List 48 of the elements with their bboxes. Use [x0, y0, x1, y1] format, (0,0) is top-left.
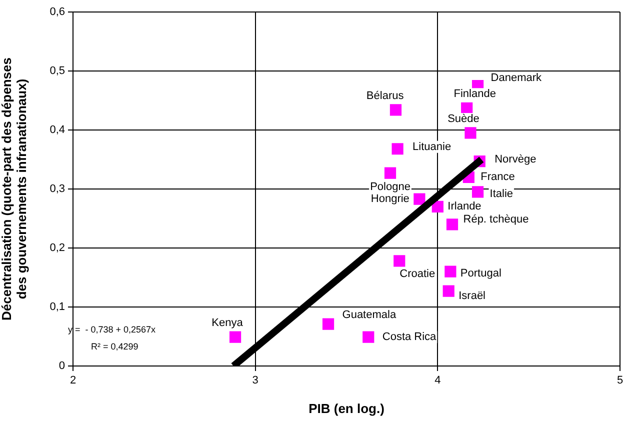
annotation: R² = 0,4299 [91, 341, 138, 352]
annotation: y = - 0,738 + 0,2567x [68, 324, 156, 334]
annotation: Rép. tchèque [463, 213, 529, 226]
annotation: Danemark [490, 72, 542, 84]
point [390, 104, 402, 116]
annotation: Kenya [212, 317, 244, 330]
annotation: Guatemala [342, 309, 397, 322]
y-axis-title: Décentralisation (quote-part des dépenses des gouvernements infranationaux) [0, 58, 30, 320]
annotation: Irlande [448, 200, 482, 213]
y-tick-label: 0,5 [50, 65, 65, 78]
annotation: Norvège [494, 153, 536, 166]
point [461, 102, 473, 114]
annotation: Suède [448, 112, 480, 125]
point [322, 318, 334, 330]
y-tick-label: 0,4 [50, 124, 65, 136]
annotation: Israël [458, 290, 486, 302]
point [392, 143, 404, 155]
point [442, 285, 454, 297]
annotation: Croatie [400, 268, 436, 280]
point [414, 193, 426, 205]
annotation: Finlande [454, 88, 496, 100]
point [464, 127, 476, 139]
annotation: France [480, 171, 515, 184]
x-tick-label: 4 [434, 374, 441, 387]
annotation: Pologne [370, 181, 410, 194]
x-axis-title: PIB (en log.) [308, 400, 384, 416]
y-tick-label: 0,2 [50, 242, 65, 254]
annotation: Bélarus [366, 90, 404, 102]
annotation: Costa Rica [382, 331, 438, 344]
x-tick-label: 2 [70, 374, 76, 387]
point [229, 331, 242, 343]
x-tick-label: 5 [616, 374, 624, 387]
point [384, 167, 396, 179]
annotation: Hongrie [370, 193, 410, 206]
annotation: Portugal [460, 268, 502, 280]
point [394, 255, 406, 267]
y-tick-label: 0,6 [50, 6, 65, 18]
point [432, 200, 444, 213]
y-tick-label: 0,3 [50, 183, 65, 196]
y-tick-label: 0,1 [50, 301, 65, 314]
annotation: Lituanie [412, 140, 452, 153]
x-tick-label: 3 [252, 374, 258, 387]
y-tick-label: 0 [58, 360, 65, 372]
point [446, 218, 458, 230]
point [444, 266, 456, 278]
point [362, 331, 374, 343]
annotation: Italie [490, 188, 514, 200]
point [472, 186, 484, 198]
